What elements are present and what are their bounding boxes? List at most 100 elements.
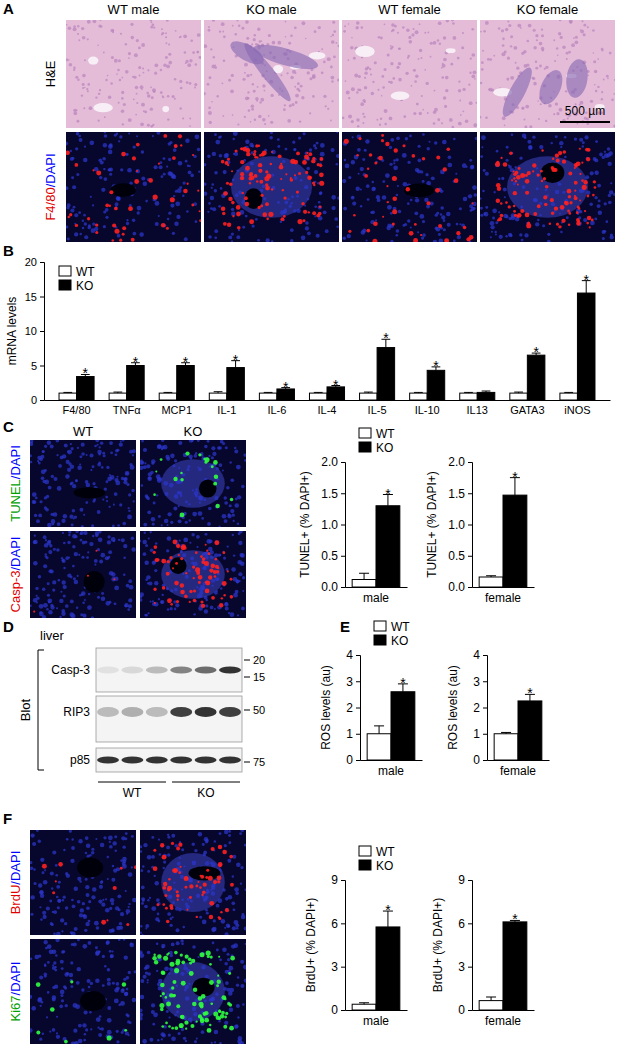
stain [436, 155, 440, 159]
nucleus [295, 94, 299, 98]
nucleus [116, 196, 121, 201]
nucleus [73, 111, 77, 115]
nucleus [528, 145, 532, 149]
nucleus [224, 191, 228, 195]
nucleus [508, 24, 511, 27]
nucleus [438, 233, 441, 236]
nucleus [128, 598, 132, 602]
nucleus [398, 78, 402, 82]
nucleus [364, 71, 367, 74]
nucleus [255, 218, 258, 221]
nucleus [207, 522, 211, 526]
nucleus [459, 207, 462, 210]
stain [358, 137, 361, 140]
nucleus [471, 28, 474, 31]
nucleus [356, 118, 359, 121]
nucleus [118, 102, 120, 104]
nucleus [125, 70, 129, 74]
nucleus [504, 196, 506, 198]
nucleus [334, 217, 338, 221]
nucleus [221, 22, 225, 26]
stain [540, 170, 543, 173]
nucleus [360, 188, 362, 190]
stain [114, 207, 118, 211]
nucleus [362, 229, 366, 233]
infiltrate [507, 156, 588, 218]
nucleus [482, 190, 485, 193]
nucleus [370, 211, 373, 214]
nucleus [121, 97, 124, 100]
nucleus [152, 88, 156, 92]
nucleus [560, 36, 563, 39]
nucleus [462, 163, 467, 168]
stain [290, 177, 292, 179]
nucleus [223, 170, 227, 174]
nucleus [197, 148, 201, 152]
image-background [204, 132, 339, 242]
stain [454, 178, 459, 183]
nucleus [188, 503, 190, 505]
nucleus [121, 538, 125, 542]
stain [136, 143, 140, 147]
nucleus [39, 604, 44, 609]
stain [569, 201, 572, 204]
stain [386, 185, 388, 187]
stain [555, 153, 559, 157]
micrograph [66, 20, 201, 128]
nucleus [167, 95, 170, 98]
nucleus [48, 601, 51, 604]
stain [280, 178, 282, 180]
nucleus [79, 138, 83, 142]
nucleus [568, 51, 571, 54]
nucleus [475, 102, 477, 104]
nucleus [99, 176, 102, 179]
stain [112, 224, 116, 228]
nucleus [506, 146, 509, 149]
nucleus [522, 185, 526, 189]
nucleus [174, 494, 179, 499]
stain [297, 219, 302, 224]
micrograph [66, 132, 201, 242]
nucleus [168, 142, 172, 146]
nucleus [262, 185, 266, 189]
nucleus [506, 78, 509, 81]
nucleus [320, 158, 323, 161]
nucleus [290, 228, 294, 232]
nucleus [480, 116, 481, 119]
nucleus [124, 603, 128, 607]
nucleus [259, 40, 261, 42]
nucleus [410, 226, 412, 228]
nucleus [409, 135, 412, 138]
stain [525, 179, 530, 184]
nucleus [119, 443, 123, 447]
nucleus [579, 210, 583, 214]
nucleus [292, 103, 295, 106]
nucleus [424, 69, 426, 71]
nucleus [133, 145, 136, 148]
nucleus [47, 598, 52, 603]
nucleus [131, 536, 134, 539]
nucleus [84, 146, 86, 148]
stain [582, 185, 587, 190]
nucleus [318, 201, 321, 204]
nucleus [113, 540, 116, 543]
stain [593, 180, 596, 183]
nucleus [385, 173, 390, 178]
stain [68, 216, 70, 218]
nucleus [105, 496, 108, 499]
nucleus [90, 469, 92, 471]
nucleus [287, 198, 290, 201]
nucleus [307, 198, 310, 201]
nucleus [77, 465, 82, 470]
nucleus [145, 200, 148, 203]
nucleus [120, 33, 122, 35]
nucleus [112, 30, 114, 32]
stain [367, 168, 369, 170]
nucleus [314, 30, 317, 33]
nucleus [415, 30, 419, 34]
nucleus [217, 446, 220, 449]
nucleus [516, 66, 519, 69]
nucleus [449, 118, 453, 122]
stain [180, 478, 183, 481]
nucleus [461, 46, 464, 49]
